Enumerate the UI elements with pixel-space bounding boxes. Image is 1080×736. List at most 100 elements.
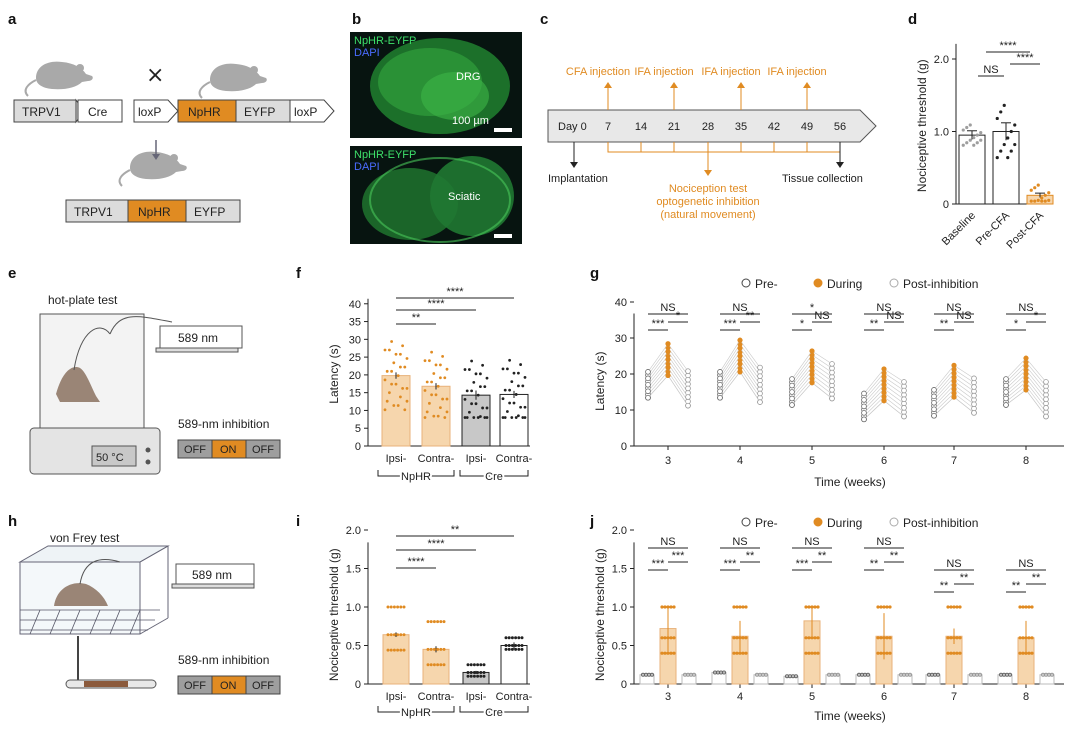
bar bbox=[462, 671, 490, 685]
data-point bbox=[394, 382, 398, 386]
connect-line bbox=[883, 384, 905, 400]
significance-label: ** bbox=[746, 550, 755, 562]
data-point-during bbox=[881, 386, 887, 392]
timeline-day: 28 bbox=[702, 121, 714, 133]
significance-label: * bbox=[1014, 318, 1019, 330]
data-point-during bbox=[949, 636, 953, 640]
data-point bbox=[510, 416, 514, 419]
y-axis-label: Nociceptive threshold (g) bbox=[327, 548, 341, 681]
data-point-pre bbox=[931, 412, 937, 419]
data-point-pre bbox=[645, 388, 651, 395]
data-point bbox=[396, 633, 400, 637]
data-point bbox=[423, 389, 427, 392]
data-point bbox=[399, 352, 402, 356]
stain-label-eyfp: NpHR-EYFP bbox=[354, 149, 416, 161]
data-point-during bbox=[881, 370, 887, 376]
connect-line bbox=[791, 366, 813, 393]
connect-line bbox=[1005, 389, 1027, 406]
connect-line bbox=[811, 362, 833, 378]
data-point-post bbox=[685, 402, 691, 409]
connect-line bbox=[719, 339, 741, 373]
data-point bbox=[510, 647, 514, 651]
group-bracket bbox=[377, 470, 455, 477]
data-point bbox=[503, 388, 507, 392]
connect-line bbox=[933, 377, 955, 400]
y-tick-label: 40 bbox=[349, 299, 361, 311]
data-point-during bbox=[1030, 605, 1034, 609]
timeline-day: 56 bbox=[834, 121, 846, 133]
data-point bbox=[479, 670, 483, 674]
connect-line bbox=[791, 358, 813, 386]
x-tick-label: Contra- bbox=[418, 691, 455, 703]
data-point-during bbox=[1023, 387, 1029, 393]
mouse-icon bbox=[118, 150, 188, 187]
data-point-post bbox=[971, 401, 977, 408]
significance-label: NS bbox=[660, 302, 675, 314]
significance-label: NS bbox=[876, 302, 891, 314]
significance-label: **** bbox=[407, 556, 425, 568]
data-point-during bbox=[1027, 636, 1031, 640]
data-point-pre bbox=[1003, 395, 1009, 402]
data-point-during bbox=[952, 651, 956, 655]
data-point-post bbox=[971, 392, 977, 399]
data-point bbox=[508, 401, 511, 405]
x-tick-label: 7 bbox=[951, 691, 957, 703]
data-point bbox=[1043, 199, 1047, 203]
data-point-during bbox=[1024, 651, 1028, 655]
data-point-during bbox=[951, 386, 957, 392]
data-point bbox=[999, 149, 1003, 153]
data-point-during bbox=[879, 651, 883, 655]
data-point bbox=[399, 648, 403, 652]
data-point bbox=[389, 605, 393, 609]
data-point bbox=[512, 401, 516, 405]
connect-line bbox=[953, 384, 975, 401]
significance-label: NS bbox=[946, 558, 961, 570]
gene-label: TRPV1 bbox=[74, 205, 113, 219]
y-tick-label: 20 bbox=[615, 369, 627, 381]
bar bbox=[421, 385, 451, 447]
data-point-during bbox=[737, 353, 743, 359]
group-bracket bbox=[459, 706, 529, 713]
connect-line bbox=[1005, 373, 1027, 393]
data-point-pre bbox=[1003, 376, 1009, 382]
data-point bbox=[432, 647, 436, 651]
data-point bbox=[995, 116, 999, 121]
y-tick-label: 0.5 bbox=[612, 641, 627, 653]
connect-line bbox=[1025, 381, 1047, 409]
injection-label: IFA injection bbox=[767, 66, 826, 78]
data-point bbox=[472, 670, 476, 674]
data-point-during bbox=[1018, 651, 1022, 655]
data-point bbox=[436, 414, 440, 418]
legend-marker bbox=[813, 517, 823, 527]
test-label: (natural movement) bbox=[660, 209, 755, 221]
gene-label: loxP bbox=[138, 105, 161, 119]
data-point bbox=[443, 376, 447, 380]
data-point bbox=[476, 416, 480, 419]
connect-line bbox=[883, 392, 905, 409]
data-point-during bbox=[882, 651, 886, 655]
data-point-during bbox=[1023, 355, 1029, 361]
connect-line bbox=[883, 400, 905, 417]
data-point bbox=[514, 636, 518, 640]
data-point-during bbox=[663, 605, 667, 609]
hot-plate-chamber bbox=[39, 313, 145, 429]
connect-line bbox=[647, 367, 669, 392]
mouse-icon bbox=[56, 367, 100, 402]
data-point-pre bbox=[717, 381, 723, 388]
x-axis-label: Time (weeks) bbox=[814, 709, 886, 723]
data-point-during bbox=[881, 398, 887, 404]
data-point bbox=[476, 670, 480, 674]
data-point-during bbox=[952, 605, 956, 609]
data-point-post bbox=[836, 672, 840, 677]
data-point bbox=[1029, 199, 1033, 203]
data-point bbox=[469, 674, 473, 678]
data-point-pre bbox=[861, 390, 867, 397]
data-point-during bbox=[738, 605, 742, 609]
data-point bbox=[385, 369, 389, 373]
data-point-during bbox=[879, 636, 883, 640]
data-point bbox=[392, 361, 396, 365]
connect-line bbox=[811, 370, 833, 386]
significance-label: * bbox=[1034, 310, 1039, 322]
mouse-icon bbox=[24, 60, 94, 97]
data-point bbox=[476, 393, 480, 397]
